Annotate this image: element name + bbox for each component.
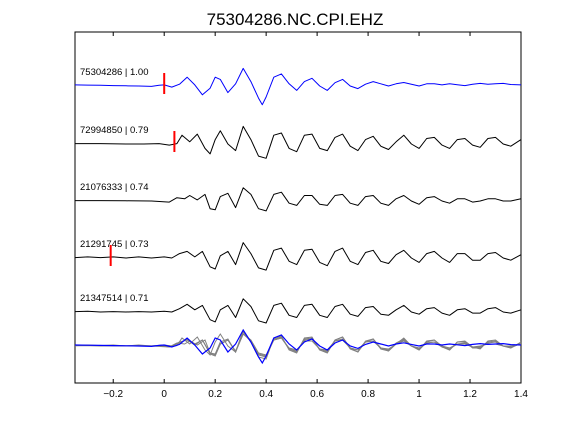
trace-label: 21291745 | 0.73 (80, 239, 149, 250)
trace-label: 21076333 | 0.74 (80, 182, 149, 193)
trace-line (74, 298, 522, 324)
x-tick-label: 0.2 (208, 389, 222, 400)
trace-group (74, 67, 522, 324)
trace-label: 72994850 | 0.79 (80, 125, 149, 136)
trace-line (74, 67, 522, 106)
trace-label-group: 75304286 | 1.00 72994850 | 0.79 21076333 |… (80, 67, 149, 304)
x-tick-label: 0.8 (361, 389, 375, 400)
trace-line (75, 125, 522, 159)
plot-frame (74, 31, 522, 384)
trace-line (75, 187, 522, 212)
x-tick-label: 0.4 (259, 389, 273, 400)
x-tick-label: 0.6 (310, 389, 324, 400)
x-tick-label: 0 (161, 389, 167, 400)
x-tick-label: 1 (416, 389, 422, 400)
x-tick-label: 1.2 (463, 389, 477, 400)
trace-line (74, 242, 522, 271)
trace-label: 75304286 | 1.00 (80, 67, 149, 78)
overlay-group (74, 328, 522, 365)
x-tick-label: 1.4 (514, 389, 528, 400)
chart-title: 75304286.NC.CPI.EHZ (207, 10, 384, 29)
trace-label: 21347514 | 0.71 (80, 293, 149, 304)
x-tick-label: −0.2 (103, 389, 123, 400)
x-axis: −0.2 0 0.2 0.4 0.6 0.8 1 1.2 1.4 (103, 32, 528, 400)
overlay-reference-line (74, 328, 522, 365)
overlay-trace-line (74, 330, 522, 358)
pick-marker-group (109, 73, 176, 266)
